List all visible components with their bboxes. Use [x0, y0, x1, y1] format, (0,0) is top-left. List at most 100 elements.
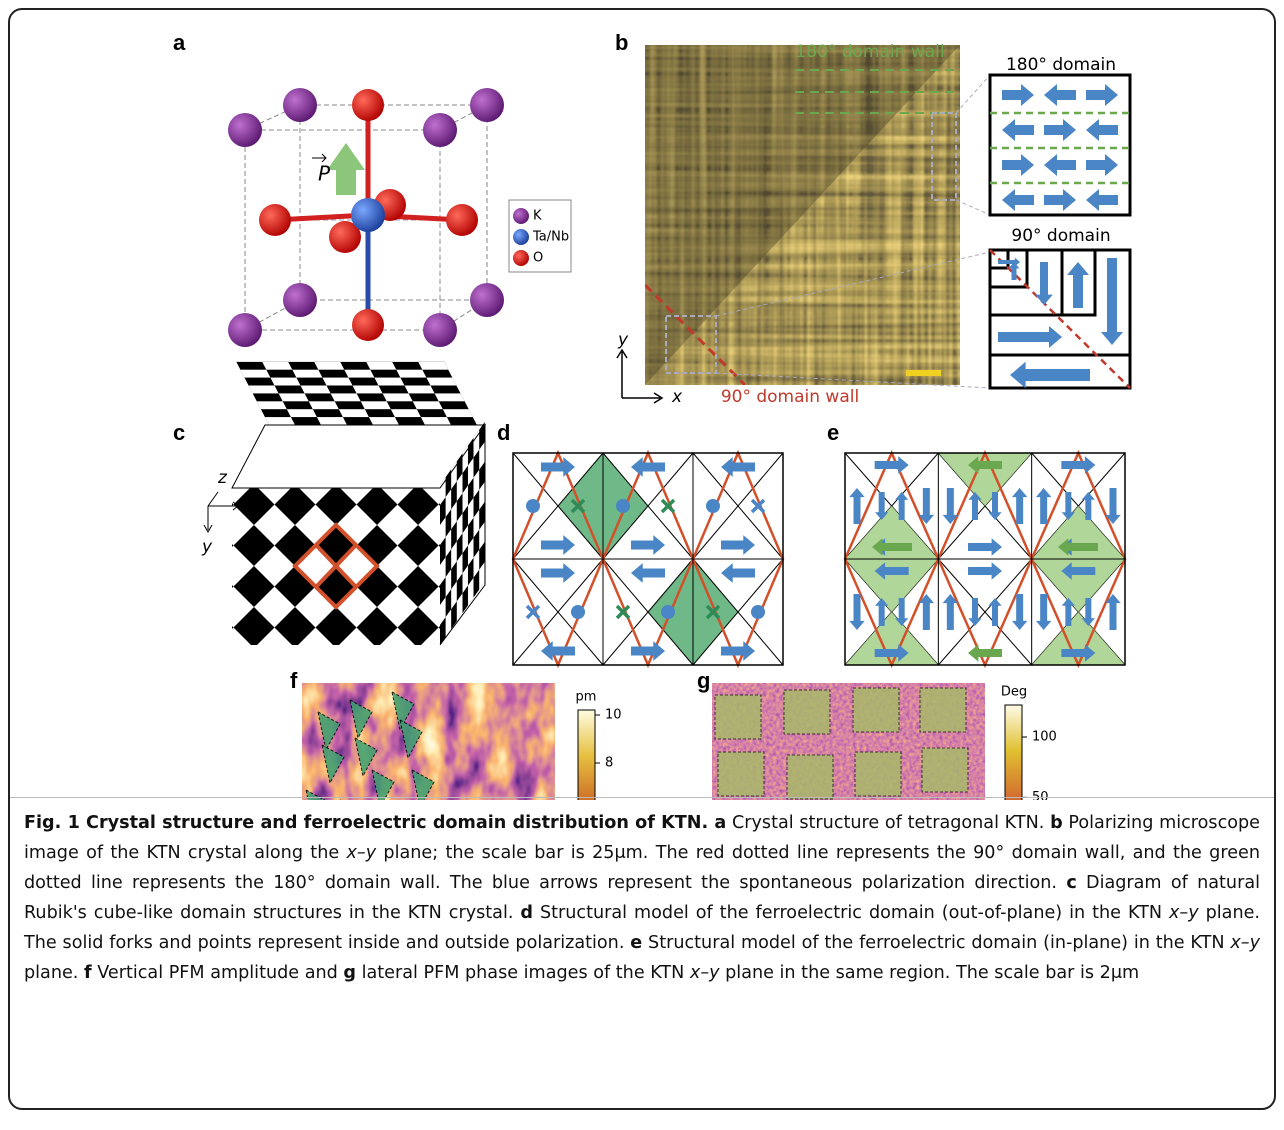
k-atom: [423, 313, 457, 347]
wall-label: 180° domain wall: [795, 42, 944, 62]
axis-label: x: [241, 496, 253, 516]
caption-text: Crystal structure of tetragonal KTN.: [726, 813, 1050, 833]
written-domain: [715, 695, 761, 739]
k-atom: [228, 313, 262, 347]
caption: Fig. 1 Crystal structure and ferroelectr…: [10, 797, 1274, 1100]
o-atom: [352, 309, 384, 341]
axis-label: x: [671, 387, 683, 407]
arrow: [541, 641, 575, 661]
top-face: [236, 362, 477, 425]
out-point: [526, 499, 540, 513]
arrow: [968, 598, 981, 626]
out-point: [661, 605, 675, 619]
written-domain: [784, 690, 830, 734]
written-domain: [853, 688, 899, 732]
panel-f: f pm 108642: [290, 668, 622, 800]
arrow: [541, 535, 575, 555]
legend-label: K: [533, 209, 542, 224]
panel-label: f: [290, 668, 298, 693]
arrow: [631, 535, 665, 555]
domain-model: [513, 453, 783, 665]
out-point: [706, 499, 720, 513]
k-atom: [470, 283, 504, 317]
panel-b: b 180° domain wall 90° domain wall y x 1…: [615, 30, 1130, 407]
arrow: [721, 563, 755, 583]
page: a P KTa/NbO b 180° domain wall 90° domai…: [0, 0, 1284, 1130]
written-domain: [718, 752, 764, 796]
arrow: [968, 644, 1002, 662]
caption-text: x–y: [1169, 903, 1199, 923]
colorbar-ticks: 100500−50: [1022, 730, 1059, 801]
panel-g: g Deg 100500−50: [697, 668, 1059, 800]
caption-text: x–y: [1230, 933, 1260, 953]
k-atom: [423, 113, 457, 147]
k-atom: [283, 283, 317, 317]
colorbar-tick-label: 100: [1032, 730, 1057, 745]
inset-title: 90° domain: [1011, 226, 1110, 246]
caption-text: b: [1050, 813, 1063, 833]
panel-label: a: [173, 30, 186, 55]
caption-text: e: [630, 933, 642, 953]
ta-atom: [351, 198, 385, 232]
caption-text: Fig. 1 Crystal structure and ferroelectr…: [24, 813, 726, 833]
inset-90-content: [990, 250, 1130, 388]
o-atom: [259, 204, 291, 236]
panel-label: c: [173, 420, 185, 445]
caption-text: f: [84, 963, 92, 983]
arrow: [968, 538, 1002, 556]
arrow: [721, 457, 755, 477]
caption-text: lateral PFM phase images of the KTN: [356, 963, 690, 983]
colorbar-tick-label: 10: [605, 708, 622, 723]
arrow: [721, 641, 755, 661]
colorbar: [1005, 705, 1022, 800]
out-point: [751, 605, 765, 619]
caption-text: plane.: [24, 963, 84, 983]
k-atom: [228, 113, 262, 147]
k-atom: [283, 88, 317, 122]
panel-e: e: [827, 420, 1125, 665]
caption-text: Vertical PFM amplitude and: [92, 963, 344, 983]
arrow: [721, 535, 755, 555]
panel-label: g: [697, 668, 710, 693]
legend-label: Ta/Nb: [532, 230, 569, 245]
o-atom: [446, 204, 478, 236]
caption-text: x–y: [690, 963, 720, 983]
polarization-arrow: [327, 143, 365, 195]
cell-lines: [513, 453, 783, 665]
written-domain: [922, 748, 968, 792]
panel-label: e: [827, 420, 839, 445]
caption-text: Structural model of the ferroelectric do…: [533, 903, 1169, 923]
legend-swatch: [513, 229, 529, 245]
arrow: [1061, 456, 1095, 474]
panel-label: b: [615, 30, 628, 55]
arrow: [875, 456, 909, 474]
colorbar-tick-label: 8: [605, 756, 613, 771]
colorbar-ticks: 108642: [595, 708, 622, 801]
colorbar-unit: Deg: [1001, 685, 1027, 700]
caption-text: x–y: [346, 843, 376, 863]
arrow: [631, 563, 665, 583]
colorbar: [578, 710, 595, 800]
figure: a P KTa/NbO b 180° domain wall 90° domai…: [0, 0, 1284, 800]
out-point: [571, 605, 585, 619]
panel-a: a P KTa/NbO: [173, 30, 571, 347]
caption-text: c: [1066, 873, 1076, 893]
arrow: [631, 641, 665, 661]
arrow: [968, 562, 1002, 580]
arrow: [988, 598, 1001, 626]
axis-label: y: [617, 330, 629, 350]
written-domain: [787, 755, 833, 799]
colorbar-unit: pm: [576, 690, 597, 705]
p-symbol: P: [318, 162, 331, 186]
written-domain: [855, 752, 901, 796]
panel-label: d: [497, 420, 510, 445]
scale-bar: [906, 370, 941, 376]
caption-text: Structural model of the ferroelectric do…: [642, 933, 1230, 953]
caption-text: plane in the same region. The scale bar …: [720, 963, 1140, 983]
side-face: [440, 422, 485, 645]
out-point: [616, 499, 630, 513]
caption-text: d: [520, 903, 533, 923]
axis-label: y: [201, 537, 213, 557]
panel-c: c z x y: [173, 362, 485, 645]
wall-label: 90° domain wall: [721, 387, 859, 407]
